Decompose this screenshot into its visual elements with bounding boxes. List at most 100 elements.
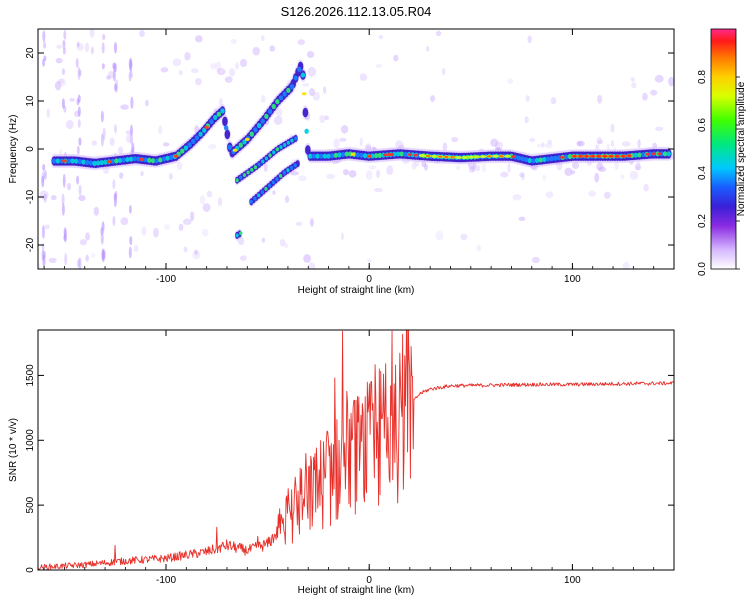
noise-blob <box>604 191 611 199</box>
noise-blob <box>521 173 525 181</box>
main-track-inner <box>538 157 543 163</box>
noise-blob <box>637 139 641 149</box>
main-track-inner <box>377 152 382 158</box>
hot-spot-core <box>499 155 504 158</box>
main-track-inner <box>84 159 90 166</box>
main-track-inner <box>52 158 57 164</box>
noise-blob <box>84 42 90 53</box>
noise-blob <box>441 67 446 76</box>
colorbar-label: Normalized spectral amplitude <box>736 81 747 216</box>
streak-blob <box>128 57 132 71</box>
noise-blob <box>224 76 233 83</box>
hot-spot-core <box>615 155 620 158</box>
noise-blob <box>595 144 600 149</box>
noise-blob <box>62 40 66 47</box>
hot-spot <box>204 125 209 129</box>
noise-blob <box>386 165 394 176</box>
hot-spot <box>473 155 481 159</box>
noise-blob <box>460 233 468 241</box>
noise-blob <box>184 51 191 61</box>
streak-blob <box>129 59 133 73</box>
streak-blob <box>114 83 118 92</box>
noise-blob <box>490 138 499 147</box>
noise-blob <box>333 138 340 149</box>
snr-xtick-label: 100 <box>564 575 581 586</box>
streak-blob <box>75 58 79 69</box>
main-track-inner <box>238 142 243 148</box>
main-track-inner <box>359 152 364 158</box>
streak-blob <box>128 246 132 259</box>
main-track-core <box>302 107 309 118</box>
hot-spot-core <box>444 155 449 159</box>
noise-blob <box>56 44 62 49</box>
noise-blob <box>367 258 372 263</box>
noise-blob <box>172 58 182 67</box>
main-track-inner <box>523 157 529 163</box>
snr-marks <box>38 330 674 570</box>
streak-blob <box>62 39 66 50</box>
noise-blob <box>308 88 315 97</box>
secondary-track-0-inner <box>290 138 294 143</box>
main-track-inner <box>315 153 320 159</box>
main-track-inner <box>567 153 573 160</box>
streak-blob <box>130 134 134 146</box>
noise-blob <box>120 217 129 226</box>
snr-ylabel: SNR (10 * v/v) <box>8 418 19 482</box>
secondary-track-0-inner <box>275 147 280 152</box>
spectrogram-ytick-label: 0 <box>25 146 36 152</box>
main-track-inner <box>114 158 119 164</box>
main-track-inner <box>99 159 105 166</box>
secondary-track-0-inner <box>261 159 265 164</box>
streak-blob <box>76 145 80 155</box>
noise-blob <box>655 126 664 132</box>
hot-spot <box>139 157 144 161</box>
noise-blob <box>120 104 129 110</box>
main-track-inner <box>158 157 163 163</box>
noise-blob <box>107 70 115 79</box>
secondary-track-0-inner <box>294 136 298 141</box>
streak-blob <box>77 119 81 128</box>
hot-spot <box>106 160 112 164</box>
noise-blob <box>598 166 607 172</box>
streak-blob <box>76 41 80 48</box>
main-track-inner <box>410 152 415 158</box>
streak-blob <box>129 236 133 246</box>
hot-spot-core <box>596 155 601 158</box>
noise-blob <box>272 190 276 195</box>
main-track-inner <box>88 160 94 166</box>
noise-blob <box>654 74 664 83</box>
main-track-inner <box>355 152 361 158</box>
streak-blob <box>78 184 82 196</box>
noise-blob <box>471 164 476 172</box>
main-track-inner <box>278 95 284 101</box>
streak-blob <box>76 175 80 185</box>
snr-frame <box>37 329 675 571</box>
main-track-inner <box>322 153 328 159</box>
hot-spot-core <box>590 155 595 158</box>
secondary-track-0-inner <box>283 142 287 147</box>
streak-blob <box>64 253 68 266</box>
spectrogram-xtick-label: -100 <box>156 274 176 285</box>
hot-spot-core <box>621 155 626 158</box>
noise-blob <box>594 172 600 183</box>
main-track-inner <box>534 157 540 163</box>
noise-blob <box>630 76 635 82</box>
streak-blob <box>128 71 132 82</box>
secondary-track-1-inner <box>293 163 297 168</box>
main-track-inner <box>337 152 342 158</box>
secondary-track-0-inner <box>272 150 276 155</box>
streak-blob <box>77 94 81 103</box>
noise-blob <box>596 162 604 171</box>
noise-blob <box>91 253 96 258</box>
main-track-inner <box>260 118 265 124</box>
hot-spot <box>232 148 238 152</box>
streak-blob <box>43 170 47 180</box>
main-track-inner <box>395 151 401 157</box>
noise-blob <box>50 195 57 201</box>
noise-blob <box>634 166 642 171</box>
hot-spot <box>511 155 516 159</box>
noise-blob <box>195 77 202 86</box>
noise-blob <box>260 95 266 103</box>
hot-spot <box>645 152 650 156</box>
